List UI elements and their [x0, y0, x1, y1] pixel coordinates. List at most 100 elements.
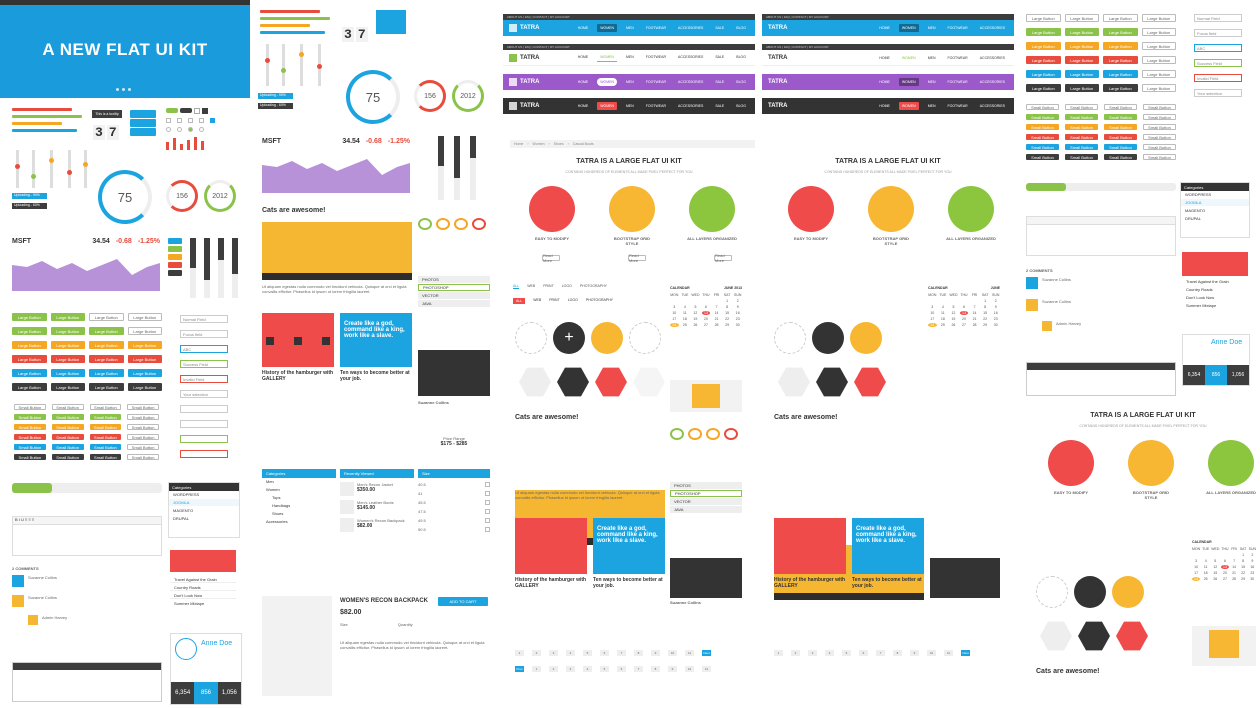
- calendar-day[interactable]: [960, 299, 969, 303]
- small-button[interactable]: Small Button: [89, 404, 122, 410]
- recently-viewed[interactable]: Recently Viewed Men's Recon Jacket $350.0…: [340, 469, 414, 532]
- calendar-day[interactable]: 10: [1194, 565, 1199, 569]
- add-to-cart-button[interactable]: ADD TO CART: [438, 597, 488, 606]
- list-item[interactable]: PHOTOSHOP: [418, 284, 490, 291]
- large-button[interactable]: Large Button: [89, 327, 124, 335]
- calendar-day[interactable]: 24: [670, 323, 679, 327]
- large-button[interactable]: Large Button: [89, 383, 124, 391]
- card-title[interactable]: History of the hamburger with GALLERY: [262, 370, 334, 382]
- calendar-day[interactable]: 23: [1250, 571, 1255, 575]
- calendar-day[interactable]: 6: [705, 305, 707, 309]
- calendar-day[interactable]: 3: [673, 305, 676, 309]
- calendar-day[interactable]: 22: [1241, 571, 1246, 575]
- card-title-3[interactable]: History of the hamburger with GALLERY: [515, 577, 587, 589]
- calendar-day[interactable]: 8: [726, 305, 729, 309]
- calendar-day[interactable]: [928, 299, 937, 303]
- gallery-card-image[interactable]: [262, 313, 334, 367]
- calendar-day[interactable]: 10: [672, 311, 677, 315]
- small-button[interactable]: Small Button: [89, 454, 122, 460]
- calendar-day[interactable]: 5: [1214, 559, 1217, 563]
- pagination-4[interactable]: 1 2 3 4 5 6 7 8 9 10 11 Next: [774, 650, 970, 656]
- card-title-4[interactable]: Ten ways to become better at your job.: [852, 577, 922, 589]
- large-button[interactable]: Large Button: [50, 369, 85, 377]
- small-button[interactable]: Small Button: [14, 414, 46, 420]
- calendar-day[interactable]: [1192, 553, 1200, 557]
- read-more-buttons[interactable]: Read More Read More Read More: [542, 253, 732, 263]
- calendar-day[interactable]: 21: [972, 317, 977, 321]
- small-button[interactable]: Small Button: [14, 444, 46, 450]
- tag-list[interactable]: PHOTOS PHOTOSHOP VECTOR JAVA: [418, 276, 490, 308]
- large-button[interactable]: Large Button: [50, 341, 85, 349]
- text-input[interactable]: [180, 405, 228, 413]
- calendar-day[interactable]: 26: [693, 323, 698, 327]
- calendar-day[interactable]: 25: [940, 323, 945, 327]
- small-button[interactable]: Small Button: [51, 414, 84, 420]
- calendar-day[interactable]: 4: [941, 305, 944, 309]
- calendar-day[interactable]: 19: [951, 317, 956, 321]
- calendar-day[interactable]: 2: [1251, 553, 1254, 557]
- icon-grid-4[interactable]: [774, 322, 924, 402]
- product-options[interactable]: Size Quantity: [340, 622, 413, 627]
- calendar-day[interactable]: 11: [683, 311, 687, 315]
- calendar-day[interactable]: [691, 299, 700, 303]
- playlist[interactable]: Travel Against the Grain Country Roads D…: [170, 576, 236, 608]
- card-title-3[interactable]: Ten ways to become better at your job.: [593, 577, 663, 589]
- calendar-day[interactable]: 26: [1213, 577, 1218, 581]
- calendar-day[interactable]: [1231, 553, 1238, 557]
- calendar-day[interactable]: 19: [1213, 571, 1218, 575]
- option-list[interactable]: [130, 110, 156, 136]
- hero-pager-dots[interactable]: [116, 88, 131, 91]
- calendar-day[interactable]: 20: [962, 317, 966, 321]
- text-input[interactable]: [180, 450, 228, 458]
- calendar-day[interactable]: 13: [959, 311, 969, 315]
- calendar-4[interactable]: CALENDAR JUNE MON TUE WED THU FRI SAT SUN 1 2 3 4 5 6…: [928, 286, 1000, 327]
- calendar-day[interactable]: 5: [952, 305, 955, 309]
- calendar-day[interactable]: 2: [994, 299, 997, 303]
- calendar-day[interactable]: 10: [930, 311, 935, 315]
- calendar-day[interactable]: 12: [1213, 565, 1218, 569]
- calendar-day[interactable]: 22: [725, 317, 730, 321]
- small-button[interactable]: Small Button: [127, 454, 159, 460]
- small-button[interactable]: Small Button: [89, 434, 122, 440]
- portfolio-tabs[interactable]: ALL WEB PRINT LOGO PHOTOGRAPHY: [513, 284, 608, 289]
- large-button[interactable]: Large Button: [50, 313, 85, 321]
- calendar-day[interactable]: 27: [1223, 577, 1227, 581]
- category-item[interactable]: MAGENTO: [169, 507, 239, 514]
- calendar-day[interactable]: 9: [994, 305, 997, 309]
- calendar-day[interactable]: 11: [941, 311, 945, 315]
- calendar-day[interactable]: [1221, 553, 1228, 557]
- calendar-day[interactable]: 21: [714, 317, 719, 321]
- small-button[interactable]: Small Button: [127, 444, 159, 450]
- pagination-2[interactable]: Prev 1 2 3 4 5 6 7 8 9 10 11: [515, 666, 711, 672]
- calendar-day[interactable]: 30: [735, 323, 740, 327]
- post-title-5[interactable]: Cats are awesome!: [1036, 668, 1100, 675]
- large-button[interactable]: Large Button: [12, 327, 47, 335]
- text-editor-5[interactable]: [1026, 216, 1176, 256]
- calendar-day[interactable]: 16: [1250, 565, 1255, 569]
- category-item[interactable]: DRUPAL: [169, 515, 239, 522]
- large-button[interactable]: Large Button: [12, 355, 47, 363]
- large-button-grid-5[interactable]: Large Button Large Button Large Button Larg…: [1026, 14, 1176, 92]
- calendar[interactable]: CALENDAR JUNE 2013 MON TUE WED THU FRI SAT SUN 1…: [670, 286, 742, 327]
- calendar-day[interactable]: 25: [682, 323, 687, 327]
- calendar-day[interactable]: 1: [726, 299, 729, 303]
- card-title-4[interactable]: History of the hamburger with GALLERY: [774, 577, 846, 589]
- small-button-grid-5[interactable]: Small Button Small Button Small Button Smal…: [1026, 104, 1176, 160]
- calendar-day[interactable]: 15: [1241, 565, 1246, 569]
- video-player[interactable]: [262, 222, 412, 280]
- range-bars[interactable]: [168, 238, 242, 302]
- playlist-5[interactable]: Travel Against the Grain Country Roads Don…: [1182, 278, 1248, 310]
- large-button[interactable]: Large Button: [12, 383, 47, 391]
- calendar-day[interactable]: 8: [984, 305, 987, 309]
- small-button[interactable]: Small Button: [89, 424, 122, 430]
- calendar-day[interactable]: 26: [951, 323, 956, 327]
- vertical-sliders[interactable]: [12, 150, 92, 190]
- calendar-day[interactable]: 18: [1203, 571, 1208, 575]
- large-button[interactable]: Large Button: [12, 313, 47, 321]
- large-button[interactable]: Large Button: [12, 369, 47, 377]
- toggle-group[interactable]: [166, 108, 246, 158]
- category-tree[interactable]: Categories Men Women Tops Handbags Shoes…: [262, 469, 336, 526]
- calendar-5[interactable]: CALENDAR MON TUE WED THU FRI SAT SUN 1 2 3 4 5 6 7 8 9 1…: [1192, 540, 1256, 581]
- small-button[interactable]: Small Button: [89, 414, 122, 420]
- small-button-grid[interactable]: Small Button Small Button Small Button S…: [14, 404, 159, 460]
